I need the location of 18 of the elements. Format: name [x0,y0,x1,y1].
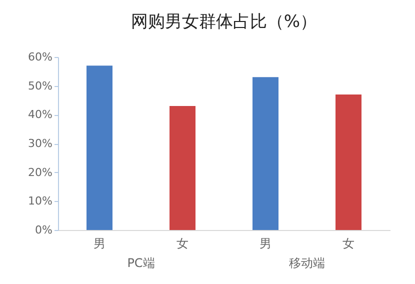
y-tick-label: 50% [28,79,52,92]
x-tick-label: 男 [260,236,272,250]
x-tick-label: 女 [176,236,188,250]
bar [86,66,112,230]
x-tick-label: 男 [94,236,106,250]
y-tick-label: 30% [28,137,52,150]
y-tick-label: 20% [28,166,52,179]
y-tick-label: 40% [28,108,52,122]
chart-title: 网购男女群体占比（%） [130,12,318,32]
bar [336,94,362,230]
text: 移动端 [289,256,325,270]
x-tick-label: 女 [342,236,354,250]
y-tick-label: 60% [28,50,52,64]
bar [170,106,196,230]
text: PC端 [127,256,155,270]
bar [252,77,278,230]
y-tick-label: 0% [35,224,52,236]
y-tick-label: 10% [28,194,52,208]
